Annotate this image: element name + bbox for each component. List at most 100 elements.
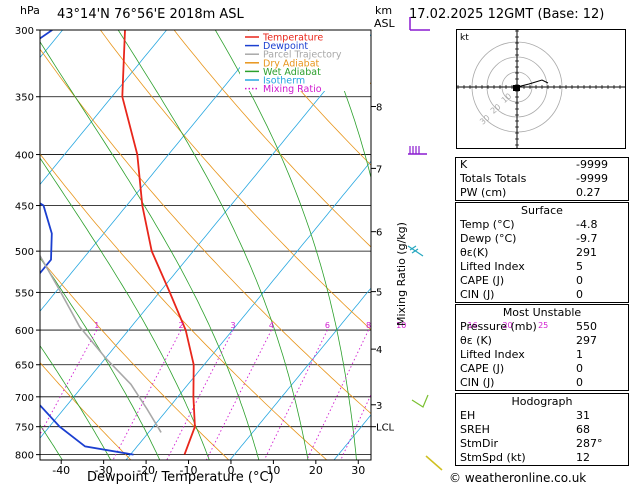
wet-adiabat: [40, 344, 112, 460]
pressure-tick-label: 600: [15, 326, 34, 337]
stat-row: CIN (J) 0: [456, 288, 628, 302]
stat-label: CIN (J): [460, 376, 495, 389]
stat-value: 297: [576, 334, 597, 347]
mixing-ratio-label: 6: [325, 321, 330, 330]
stat-value: 1: [576, 348, 583, 361]
wet-adiabat: [214, 30, 357, 460]
legend-box: [240, 31, 370, 91]
stat-row: Temp (°C) -4.8: [456, 218, 628, 232]
dry-adiabat: [40, 257, 230, 460]
legend-label: Mixing Ratio: [263, 84, 322, 95]
stat-value: -9999: [576, 158, 608, 171]
stat-value: 0: [576, 288, 583, 301]
pressure-tick-label: 750: [15, 423, 34, 434]
mixing-ratio-label: 1: [94, 321, 99, 330]
mixing-ratio-label: 8: [366, 321, 371, 330]
stat-value: 550: [576, 320, 597, 333]
stat-label: SREH: [460, 423, 490, 436]
stat-label: θε (K): [460, 334, 492, 347]
credit-text: © weatheronline.co.uk: [449, 471, 587, 485]
stat-value: 0: [576, 362, 583, 375]
pressure-tick-label: 800: [15, 451, 34, 462]
temperature-tick-label: -40: [52, 464, 70, 477]
stat-row: CAPE (J) 0: [456, 274, 628, 288]
km-tick-label: 3: [376, 401, 382, 412]
stat-label: Totals Totals: [460, 172, 527, 185]
temperature-tick-label: -30: [95, 464, 113, 477]
unit-asl: ASL: [374, 17, 395, 30]
stat-value: 31: [576, 409, 590, 422]
temperature-tick-label: -10: [180, 464, 198, 477]
unit-hpa: hPa: [20, 4, 40, 17]
wet-adiabat: [413, 0, 454, 471]
dry-adiabat: [173, 30, 371, 248]
pressure-tick-label: 300: [15, 26, 34, 37]
wind-barb-icon: [407, 245, 424, 257]
stat-label: CAPE (J): [460, 274, 505, 287]
pressure-tick-label: 550: [15, 288, 34, 299]
pressure-tick-label: 350: [15, 93, 34, 104]
stat-row: θε (K) 297: [456, 334, 628, 348]
stat-value: 0: [576, 376, 583, 389]
mixing-ratio-label: 10: [396, 321, 406, 330]
stat-value: -4.8: [576, 218, 598, 231]
mixing-ratio-label: 25: [538, 321, 548, 330]
most-unstable-panel: Most Unstable Pressure (mb) 550 θε (K) 297 L…: [455, 304, 629, 391]
temperature-tick-label: 30: [351, 464, 365, 477]
stat-label: CIN (J): [460, 288, 495, 301]
stat-row: StmDir 287°: [456, 437, 628, 451]
mixing-ratio-label: 3: [231, 321, 236, 330]
stat-value: 12: [576, 451, 590, 464]
stat-row: Lifted Index 5: [456, 260, 628, 274]
km-tick-label: LCL: [376, 423, 395, 434]
wind-barb-icon: [425, 455, 443, 471]
mixing-ratio-line: [306, 329, 369, 460]
indices-panel: K -9999 Totals Totals -9999 PW (cm) 0.27: [455, 157, 629, 201]
mixing-ratio-label: 16: [467, 321, 477, 330]
isotherm: [40, 30, 272, 312]
km-tick-label: 5: [376, 288, 382, 299]
stat-value: -9999: [576, 172, 608, 185]
isotherm: [40, 30, 168, 186]
wet-adiabat: [40, 157, 210, 460]
most-unstable-title: Most Unstable: [502, 306, 582, 319]
dry-adiabat: [99, 30, 371, 331]
storm-motion-marker: [513, 85, 520, 91]
dry-adiabat: [40, 362, 132, 460]
stat-value: 68: [576, 423, 590, 436]
dry-adiabat: [40, 153, 328, 460]
stat-row: CIN (J) 0: [456, 376, 628, 390]
isotherm: [125, 160, 371, 460]
wet-adiabat: [318, 30, 371, 180]
pressure-tick-label: 400: [15, 151, 34, 162]
mixing-ratio-line: [340, 393, 371, 460]
stat-row: StmSpd (kt) 12: [456, 451, 628, 465]
legend-label: Dewpoint: [263, 41, 308, 52]
isotherm: [333, 414, 371, 460]
temperature-tick-label: -20: [137, 464, 155, 477]
legend-label: Isotherm: [263, 76, 305, 87]
pressure-tick-label: 650: [15, 361, 34, 372]
stat-value: 291: [576, 246, 597, 259]
mixing-ratio-line: [166, 329, 234, 460]
legend-label: Parcel Trajectory: [263, 50, 342, 61]
mixing-ratio-axis-label: Mixing Ratio (g/kg): [395, 222, 408, 326]
stat-value: -9.7: [576, 232, 598, 245]
mixing-ratio-line: [263, 329, 328, 460]
legend-label: Wet Adiabat: [263, 67, 321, 78]
stat-label: Temp (°C): [460, 218, 515, 231]
wind-barb-icon: [411, 394, 429, 408]
temperature-tick-label: 20: [309, 464, 323, 477]
unit-km: km: [375, 4, 393, 17]
hodograph-panel: Hodograph EH 31 SREH 68 StmDir 287° StmSpd (kt…: [455, 393, 629, 466]
mixing-ratio-line: [112, 329, 182, 460]
stat-row: K -9999: [456, 158, 628, 172]
x-axis-label: Dewpoint / Temperature (°C): [87, 470, 274, 485]
stat-row: CAPE (J) 0: [456, 362, 628, 376]
stat-label: Dewp (°C): [460, 232, 517, 245]
series-line-dewpoint: [40, 30, 134, 456]
stat-row: Lifted Index 1: [456, 348, 628, 362]
temperature-tick-label: 10: [266, 464, 280, 477]
km-tick-label: 8: [376, 103, 382, 114]
